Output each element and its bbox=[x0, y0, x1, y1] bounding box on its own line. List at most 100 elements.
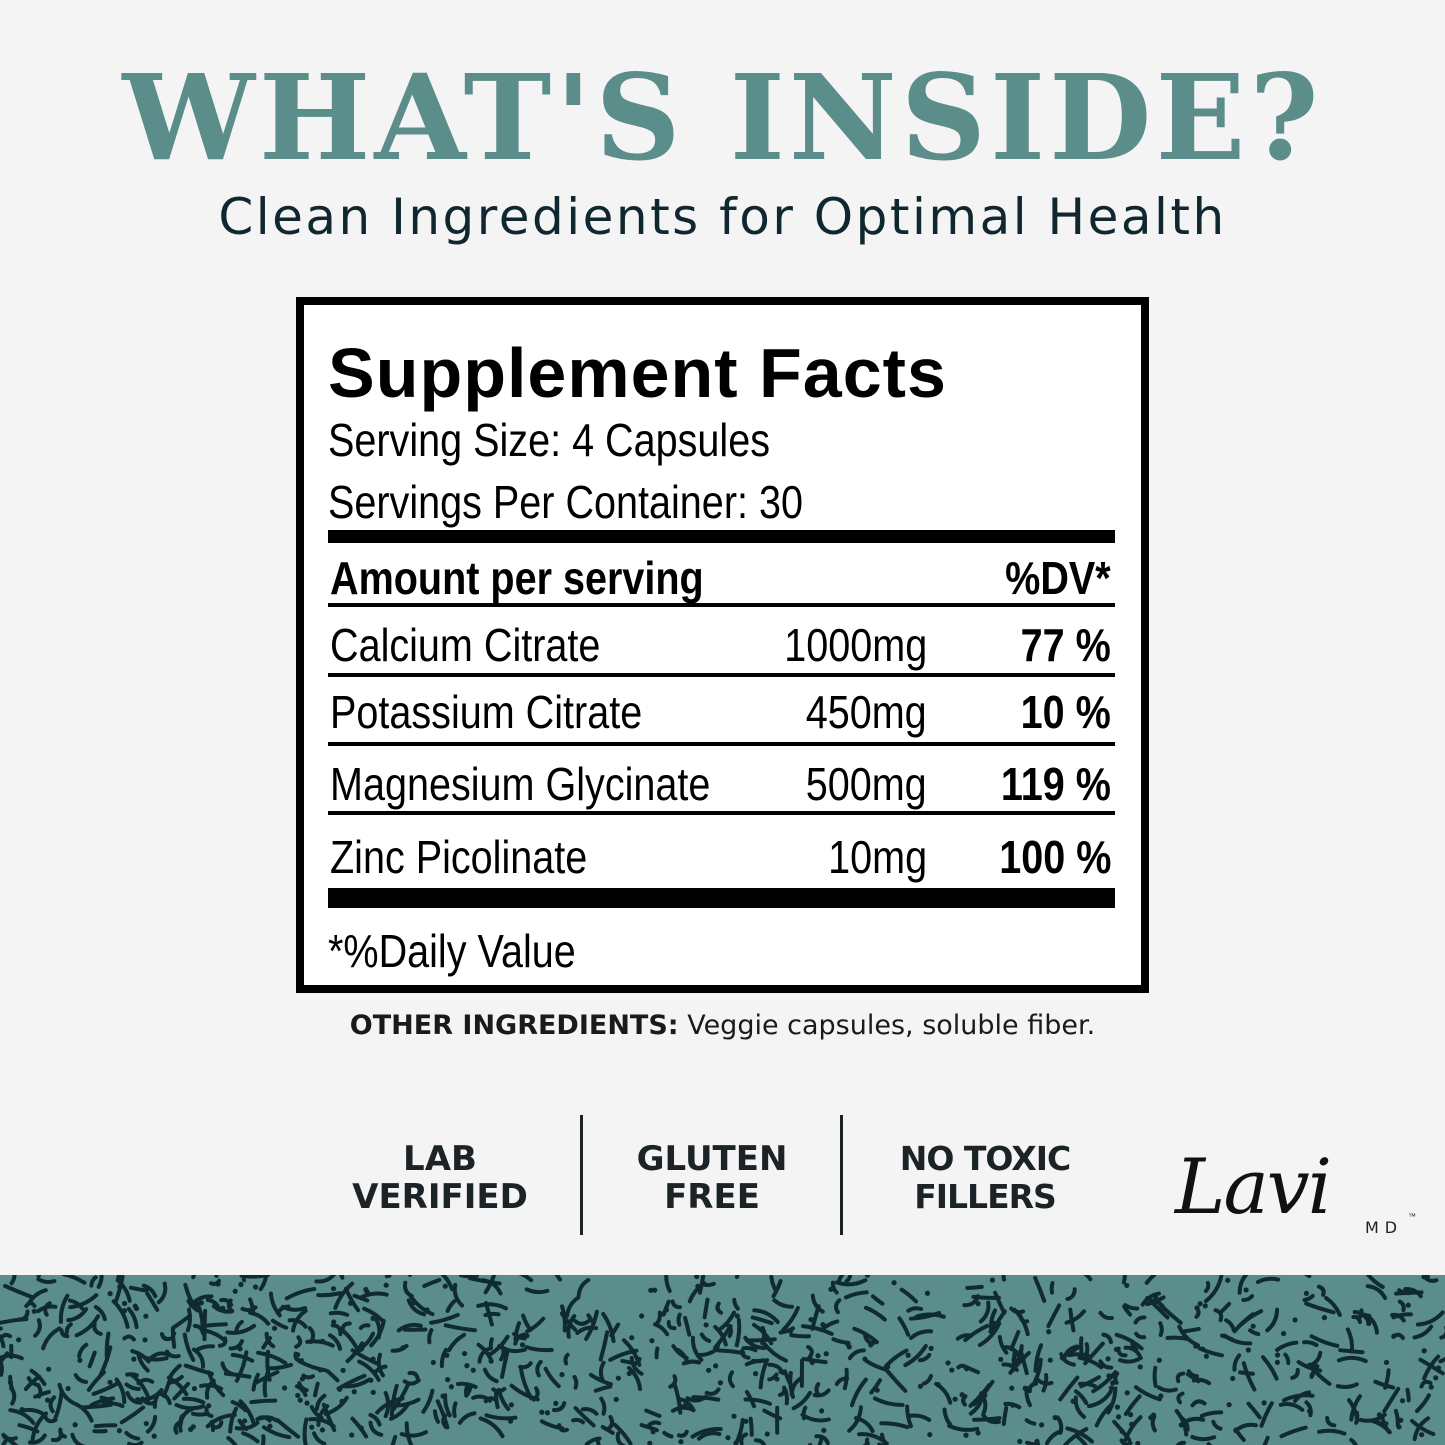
pattern-stroke bbox=[914, 1312, 946, 1319]
pattern-stroke bbox=[1290, 1367, 1300, 1380]
pattern-stroke bbox=[670, 1299, 682, 1310]
pattern-stroke bbox=[679, 1398, 689, 1409]
pattern-stroke bbox=[1123, 1415, 1143, 1443]
pattern-stroke bbox=[0, 1356, 4, 1377]
pattern-stroke bbox=[483, 1311, 501, 1318]
pattern-stroke bbox=[837, 1275, 845, 1282]
pattern-dot bbox=[870, 1339, 877, 1345]
pattern-stroke bbox=[249, 1398, 278, 1405]
pattern-stroke bbox=[406, 1298, 427, 1317]
pattern-stroke bbox=[119, 1405, 146, 1425]
pattern-stroke bbox=[750, 1315, 774, 1326]
pattern-dot bbox=[819, 1408, 825, 1414]
pattern-dot bbox=[1391, 1333, 1397, 1339]
badge-line: FREE bbox=[664, 1177, 760, 1217]
dv-header: %DV* bbox=[1005, 552, 1111, 604]
pattern-stroke bbox=[1185, 1372, 1201, 1384]
pattern-stroke bbox=[572, 1374, 579, 1390]
pattern-stroke bbox=[127, 1440, 144, 1445]
pattern-stroke bbox=[691, 1395, 721, 1402]
pattern-stroke bbox=[477, 1346, 492, 1364]
pattern-stroke bbox=[626, 1365, 643, 1391]
pattern-dot bbox=[121, 1300, 128, 1307]
pattern-stroke bbox=[654, 1346, 660, 1360]
pattern-stroke bbox=[333, 1281, 355, 1310]
pattern-dot bbox=[823, 1351, 829, 1357]
pattern-dot bbox=[663, 1307, 669, 1313]
pattern-stroke bbox=[1159, 1303, 1183, 1325]
pattern-stroke bbox=[182, 1332, 196, 1362]
pattern-dot bbox=[1193, 1343, 1199, 1349]
pattern-stroke bbox=[488, 1334, 510, 1356]
pattern-stroke bbox=[340, 1321, 352, 1334]
page-title: WHAT'S INSIDE? bbox=[122, 48, 1323, 187]
pattern-stroke bbox=[687, 1281, 707, 1304]
pattern-stroke bbox=[77, 1342, 89, 1359]
pattern-dot bbox=[1128, 1412, 1134, 1418]
pattern-dot bbox=[1203, 1353, 1210, 1359]
pattern-stroke bbox=[443, 1323, 477, 1333]
pattern-dot bbox=[1321, 1315, 1328, 1321]
pattern-stroke bbox=[1114, 1332, 1144, 1351]
pattern-stroke bbox=[676, 1312, 682, 1327]
pattern-stroke bbox=[402, 1378, 421, 1386]
table-row: Potassium Citrate 450mg 10 % bbox=[328, 679, 1115, 739]
pattern-stroke bbox=[713, 1324, 728, 1347]
pattern-dot bbox=[706, 1367, 712, 1373]
pattern-dot bbox=[1034, 1438, 1040, 1444]
pattern-stroke bbox=[817, 1438, 824, 1445]
pattern-dot bbox=[45, 1397, 51, 1403]
pattern-dot bbox=[281, 1385, 288, 1391]
pattern-stroke bbox=[314, 1393, 327, 1412]
amount-header-row: Amount per serving %DV* bbox=[328, 545, 1115, 605]
pattern-stroke bbox=[844, 1275, 853, 1284]
pattern-stroke bbox=[228, 1406, 239, 1434]
pattern-stroke bbox=[1262, 1435, 1270, 1445]
pattern-stroke bbox=[357, 1359, 381, 1382]
pattern-stroke bbox=[260, 1434, 266, 1445]
pattern-stroke bbox=[732, 1297, 740, 1311]
pattern-dot bbox=[1046, 1329, 1052, 1335]
pattern-stroke bbox=[1144, 1275, 1157, 1285]
pattern-stroke bbox=[43, 1301, 52, 1317]
pattern-stroke bbox=[870, 1294, 885, 1306]
pattern-stroke bbox=[1237, 1275, 1249, 1295]
pattern-stroke bbox=[1033, 1275, 1047, 1303]
pattern-stroke bbox=[801, 1405, 808, 1421]
pattern-stroke bbox=[1241, 1294, 1255, 1303]
pattern-stroke bbox=[302, 1417, 309, 1445]
pattern-stroke bbox=[43, 1414, 58, 1424]
pattern-stroke bbox=[312, 1381, 320, 1398]
pattern-dot bbox=[1303, 1290, 1310, 1296]
pattern-stroke bbox=[1082, 1275, 1093, 1282]
pattern-dot bbox=[989, 1277, 996, 1283]
pattern-stroke bbox=[535, 1359, 543, 1378]
pattern-stroke bbox=[200, 1322, 228, 1328]
pattern-stroke bbox=[1019, 1351, 1029, 1376]
pattern-stroke bbox=[654, 1310, 662, 1327]
pattern-stroke bbox=[3, 1283, 34, 1299]
pattern-stroke bbox=[484, 1413, 518, 1421]
pattern-stroke bbox=[883, 1348, 909, 1369]
pattern-dot bbox=[1435, 1365, 1442, 1371]
pattern-stroke bbox=[1233, 1422, 1258, 1434]
pattern-stroke bbox=[316, 1291, 343, 1298]
pattern-stroke bbox=[1190, 1434, 1217, 1442]
pattern-stroke bbox=[66, 1307, 89, 1323]
pattern-stroke bbox=[1024, 1418, 1037, 1426]
pattern-stroke bbox=[1302, 1293, 1315, 1302]
pattern-dot bbox=[998, 1356, 1004, 1363]
pattern-dot bbox=[77, 1357, 83, 1363]
pattern-dot bbox=[1399, 1398, 1406, 1404]
supplement-facts-panel: Supplement Facts Serving Size: 4 Capsule… bbox=[296, 297, 1149, 993]
pattern-dot bbox=[694, 1275, 700, 1280]
pattern-stroke bbox=[391, 1382, 410, 1412]
pattern-stroke bbox=[1174, 1408, 1189, 1437]
pattern-stroke bbox=[58, 1293, 70, 1324]
pattern-stroke bbox=[608, 1348, 639, 1362]
other-ingredients-value: Veggie capsules, soluble fiber. bbox=[678, 1010, 1096, 1041]
pattern-stroke bbox=[291, 1308, 308, 1333]
pattern-stroke bbox=[1098, 1359, 1114, 1370]
pattern-stroke bbox=[219, 1297, 234, 1307]
pattern-stroke bbox=[1073, 1395, 1087, 1419]
